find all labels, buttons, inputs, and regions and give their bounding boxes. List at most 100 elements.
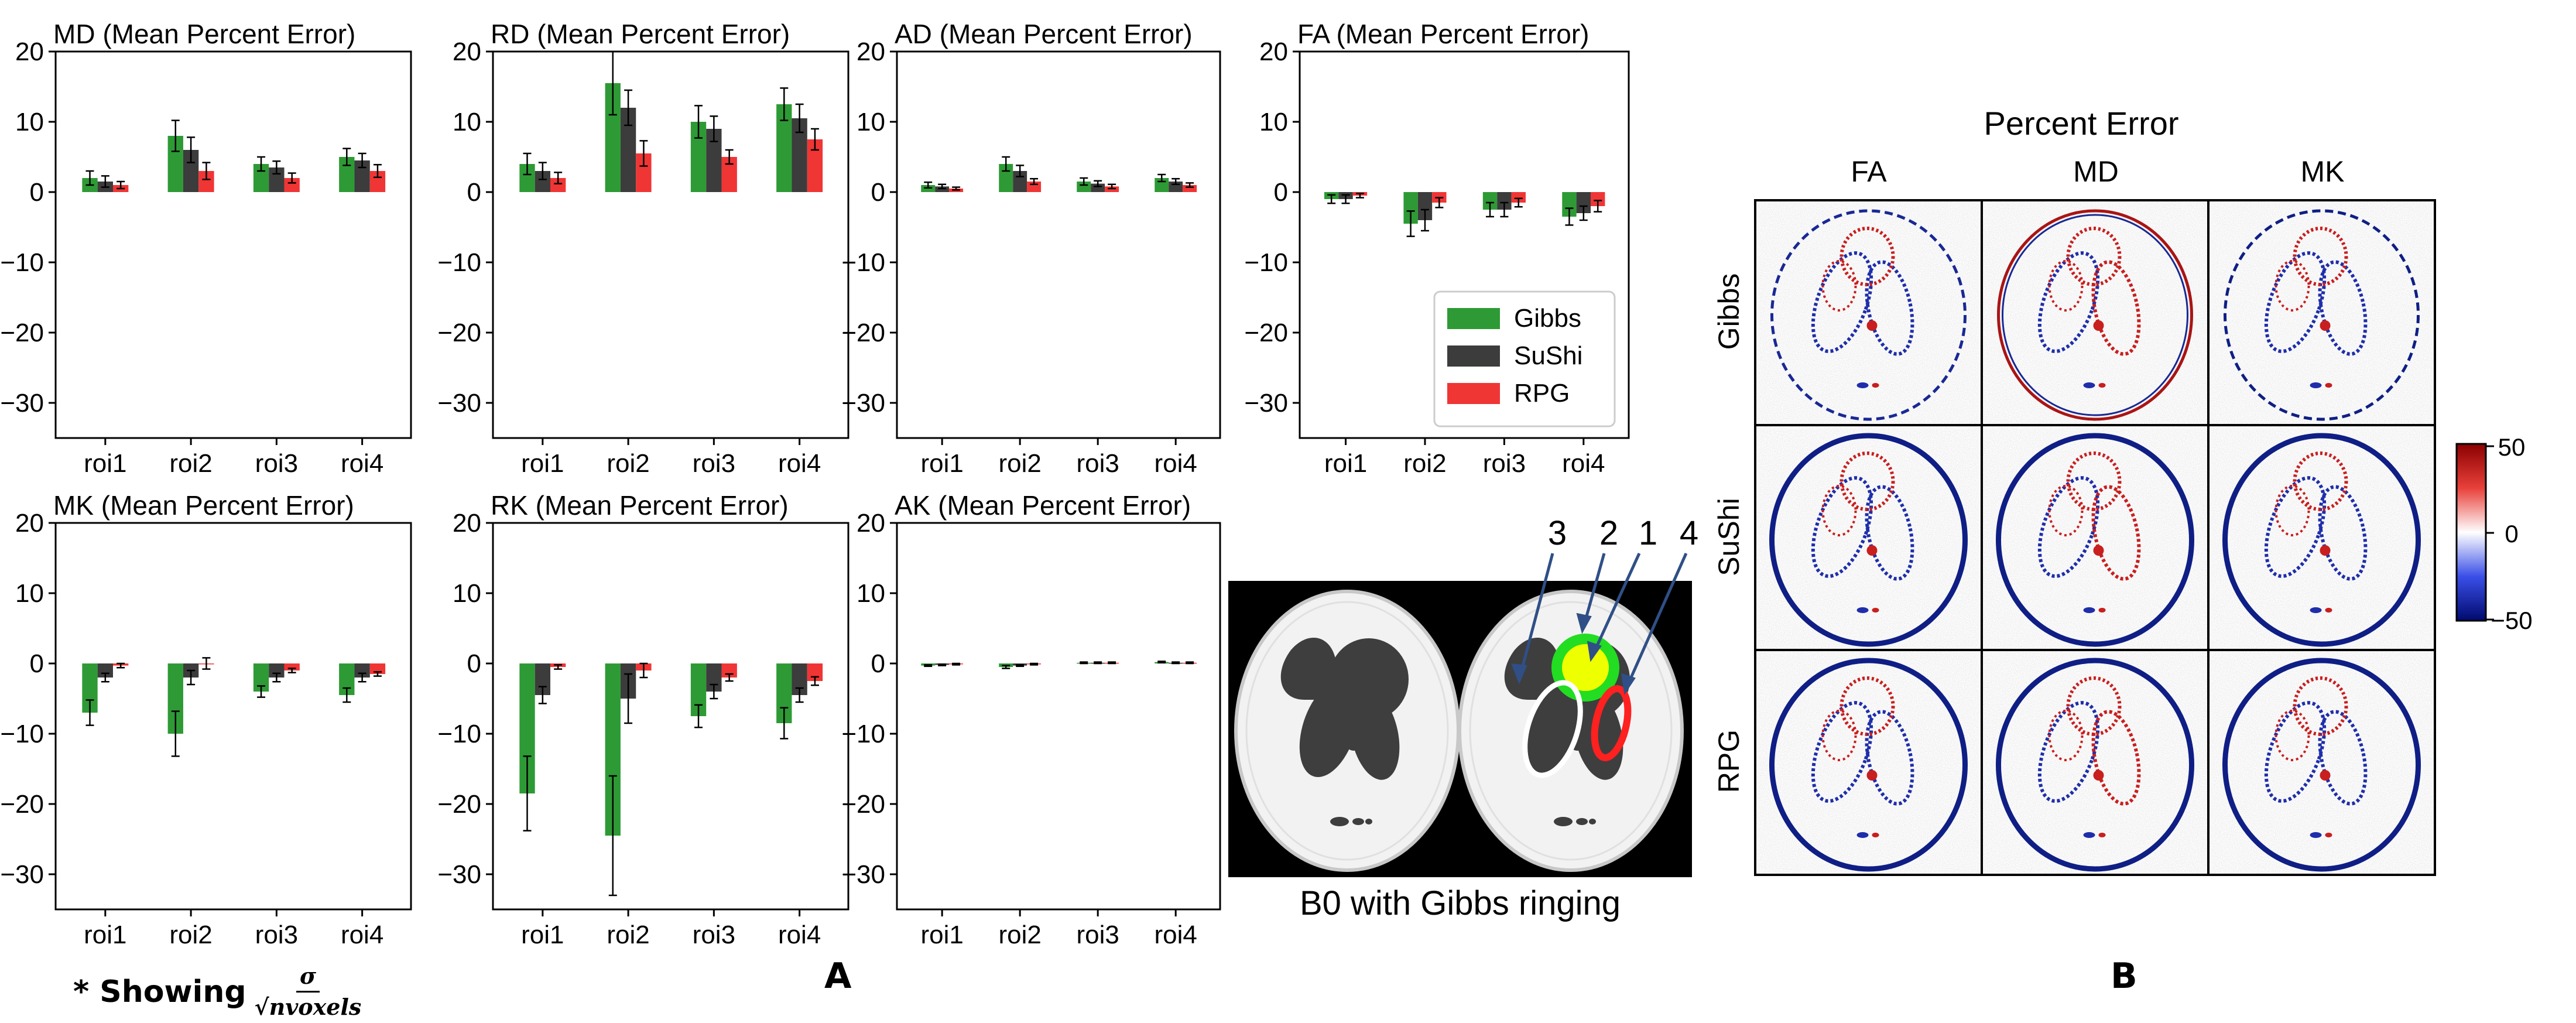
chart-2: AD (Mean Percent Error) 20 10 0 −10 −20 −30 roi…	[841, 19, 1221, 478]
grid-col-mk: MK	[2301, 155, 2345, 188]
x-tick-label: roi4	[1154, 921, 1197, 949]
y-tick-label: −10	[0, 720, 44, 748]
x-tick-label: roi1	[1324, 449, 1367, 478]
roi-label-4: 4	[1680, 514, 1698, 552]
legend-swatch-sushi	[1447, 345, 1500, 367]
y-tick-label: 10	[857, 108, 885, 136]
legend-swatch-gibbs	[1447, 308, 1500, 329]
x-tick-label: roi4	[778, 921, 821, 949]
roi-pointer-arrows	[1511, 552, 1688, 695]
x-tick-label: roi3	[255, 449, 298, 478]
error-map-gibbs-md	[1981, 199, 2210, 426]
x-tick-label: roi3	[1483, 449, 1526, 478]
x-tick-label: roi2	[607, 921, 649, 949]
error-map-sushi-fa	[1754, 424, 1983, 651]
x-tick-label: roi2	[1403, 449, 1446, 478]
y-tick-label: 0	[30, 649, 44, 678]
map-speckle	[2210, 426, 2434, 649]
map-speckle	[2210, 201, 2434, 424]
chart-title: MK (Mean Percent Error)	[53, 490, 354, 521]
x-tick-label: roi4	[341, 449, 383, 478]
grid-row-gibbs: Gibbs	[1712, 273, 1745, 350]
colorbar: 50 0 −50	[2455, 433, 2533, 634]
y-tick-label: 20	[15, 37, 44, 66]
panel-label-a: A	[824, 956, 852, 997]
y-tick-label: 20	[453, 37, 481, 66]
y-tick-label: −10	[0, 248, 44, 277]
grid-row-rpg: RPG	[1712, 730, 1745, 793]
legend-label-rpg: RPG	[1514, 379, 1570, 408]
x-tick-label: roi3	[693, 449, 735, 478]
map-speckle	[1983, 201, 2207, 424]
roi-label-2: 2	[1599, 514, 1618, 552]
note-fraction: σ √nvoxels	[255, 965, 362, 1018]
x-tick-label: roi1	[920, 449, 963, 478]
chart-title: RD (Mean Percent Error)	[491, 19, 790, 49]
chart-title: AD (Mean Percent Error)	[895, 19, 1193, 49]
legend-label-gibbs: Gibbs	[1514, 304, 1581, 333]
x-tick-label: roi2	[998, 449, 1041, 478]
y-tick-label: −10	[841, 720, 885, 748]
error-map-sushi-mk	[2207, 424, 2436, 651]
x-tick-label: roi4	[341, 921, 383, 949]
map-speckle	[1756, 426, 1981, 649]
x-tick-label: roi4	[778, 449, 821, 478]
error-map-rpg-md	[1981, 649, 2210, 876]
map-speckle	[1983, 651, 2207, 874]
y-tick-label: 20	[857, 37, 885, 66]
chart-title: RK (Mean Percent Error)	[491, 490, 789, 521]
y-tick-label: −30	[841, 860, 885, 889]
y-tick-label: −10	[841, 248, 885, 277]
chart-0: MD (Mean Percent Error) 20 10 0 −10 −20 −30 roi…	[0, 19, 412, 478]
y-tick-label: 10	[453, 108, 481, 136]
phantom-left	[1234, 590, 1460, 872]
roi-label-1: 1	[1639, 514, 1657, 552]
chart-title: AK (Mean Percent Error)	[895, 490, 1191, 521]
x-tick-label: roi2	[169, 449, 212, 478]
roi-4-region	[1591, 685, 1632, 761]
roi-1-region	[1562, 644, 1609, 691]
x-tick-label: roi1	[521, 449, 564, 478]
colorbar-tick-neg50: −50	[2491, 607, 2532, 634]
map-speckle	[1756, 651, 1981, 874]
error-map-rpg-fa	[1754, 649, 1983, 876]
chart-5: RK (Mean Percent Error) 20 10 0 −10 −20 −30 roi…	[437, 490, 849, 949]
x-tick-label: roi1	[521, 921, 564, 949]
y-tick-label: −30	[0, 860, 44, 889]
y-tick-label: 0	[467, 649, 481, 678]
y-tick-label: −10	[437, 248, 481, 277]
map-speckle	[1756, 201, 1981, 424]
grid-title: Percent Error	[1984, 105, 2179, 142]
y-tick-label: 10	[15, 108, 44, 136]
plot-frame	[54, 50, 412, 439]
phantom-right-with-rois	[1458, 590, 1684, 872]
colorbar-tick-50: 50	[2498, 433, 2526, 461]
chart-1: RD (Mean Percent Error) 20 10 0 −10 −20 −30 roi…	[437, 19, 849, 478]
y-tick-label: −30	[0, 389, 44, 418]
x-tick-label: roi2	[169, 921, 212, 949]
plot-frame	[492, 522, 849, 911]
y-tick-label: 0	[871, 178, 885, 207]
plot-frame	[896, 522, 1221, 911]
phantom-image: 3 2 1 4 B0 with Gibbs ringing	[1228, 514, 1698, 922]
plot-frame	[492, 50, 849, 439]
error-map-gibbs-fa	[1754, 199, 1983, 426]
chart-title: FA (Mean Percent Error)	[1297, 19, 1590, 49]
y-tick-label: −10	[1244, 248, 1288, 277]
plot-frame	[896, 50, 1221, 439]
map-speckle	[1983, 426, 2207, 649]
bar-chart-grid: MD (Mean Percent Error)20100−10−20−30roi…	[0, 19, 1630, 949]
x-tick-label: roi3	[1076, 921, 1119, 949]
chart-title: MD (Mean Percent Error)	[53, 19, 355, 49]
roi-3-region	[1522, 680, 1583, 778]
y-tick-label: 0	[30, 178, 44, 207]
map-speckle	[2210, 651, 2434, 874]
x-tick-label: roi1	[920, 921, 963, 949]
y-tick-label: −20	[437, 790, 481, 819]
y-tick-label: 20	[1259, 37, 1288, 66]
bar-gibbs	[1077, 182, 1091, 192]
y-tick-label: −30	[437, 389, 481, 418]
y-tick-label: −20	[437, 319, 481, 347]
y-tick-label: 0	[1274, 178, 1288, 207]
error-map-rpg-mk	[2207, 649, 2436, 876]
